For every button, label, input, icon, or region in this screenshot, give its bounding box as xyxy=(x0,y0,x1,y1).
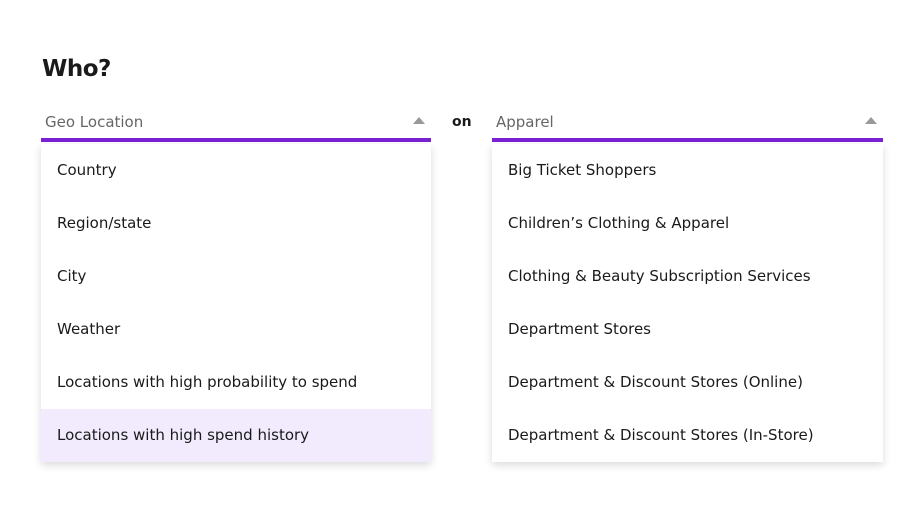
menu-item[interactable]: Country xyxy=(57,161,117,179)
page-title: Who? xyxy=(42,56,111,82)
menu-item[interactable]: Big Ticket Shoppers xyxy=(508,161,657,179)
category-select[interactable]: Apparel xyxy=(492,106,883,142)
menu-item[interactable]: Locations with high probability to spend xyxy=(57,373,358,391)
category-menu: Big Ticket Shoppers Children’s Clothing … xyxy=(492,144,883,462)
menu-item[interactable]: Region/state xyxy=(57,214,152,232)
caret-up-icon[interactable] xyxy=(413,117,425,124)
menu-item[interactable]: Department Stores xyxy=(508,320,651,338)
menu-item[interactable]: Clothing & Beauty Subscription Services xyxy=(508,267,811,285)
menu-item[interactable]: Weather xyxy=(57,320,121,338)
menu-item[interactable]: City xyxy=(57,267,87,285)
menu-item[interactable]: Department & Discount Stores (In-Store) xyxy=(508,426,814,444)
menu-item[interactable]: Children’s Clothing & Apparel xyxy=(508,214,730,232)
selected-value: Geo Location xyxy=(45,113,144,131)
geo-location-select[interactable]: Geo Location xyxy=(41,106,431,142)
menu-item-highlighted[interactable]: Locations with high spend history xyxy=(41,409,431,462)
selected-value: Apparel xyxy=(496,113,554,131)
geo-location-menu: Country Region/state City Weather Locati… xyxy=(41,144,431,462)
connector-label: on xyxy=(452,114,472,130)
caret-up-icon[interactable] xyxy=(865,117,877,124)
menu-item[interactable]: Department & Discount Stores (Online) xyxy=(508,373,803,391)
